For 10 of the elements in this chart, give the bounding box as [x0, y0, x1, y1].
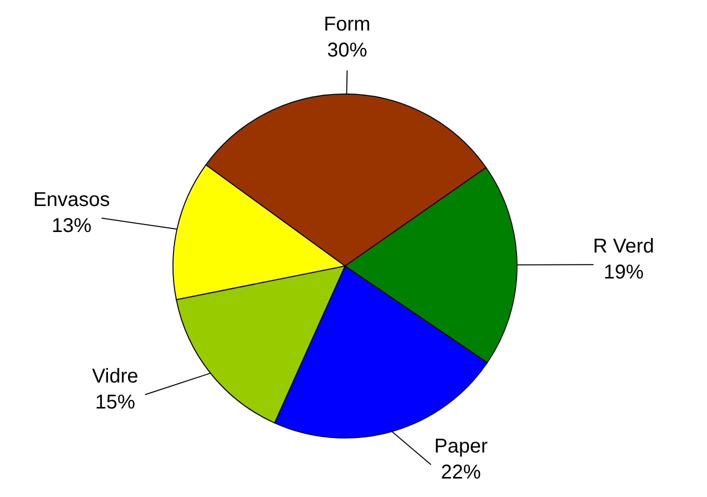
data-label: 22% [440, 462, 482, 484]
slice-label: R Verd [593, 236, 654, 258]
data-label: 13% [52, 215, 92, 238]
slice-label: Form [324, 13, 370, 36]
slice-label: Paper [434, 436, 488, 458]
slice-label: Vidre [92, 366, 138, 388]
data-label: 15% [95, 392, 136, 414]
slice-label: Envasos [33, 189, 110, 212]
data-label: 19% [604, 262, 644, 284]
data-label: 30% [327, 39, 368, 62]
